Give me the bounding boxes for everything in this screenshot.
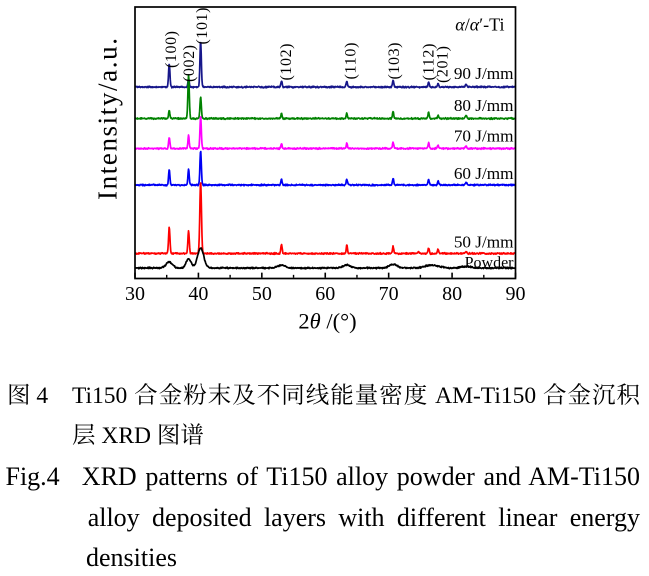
xrd-curve-90-j-mm (134, 41, 516, 89)
xrd-curve-80-j-mm (134, 73, 517, 121)
peak-label: (112) (420, 44, 437, 81)
series-label: 80 J/mm (454, 96, 514, 115)
series-label: 50 J/mm (454, 233, 514, 252)
x-tick-label: 80 (442, 283, 462, 305)
caption-english-line3: densities (86, 542, 177, 572)
caption-chinese-label: 图 4 (7, 376, 49, 410)
peak-label: (002) (181, 45, 198, 82)
xrd-curves (134, 41, 517, 270)
peak-label: (102) (278, 44, 295, 81)
peak-label: (103) (386, 43, 403, 80)
x-tick-label: 60 (315, 283, 335, 305)
x-tick-label: 30 (125, 283, 145, 305)
peak-label: (100) (163, 31, 180, 68)
caption-english-label: Fig.4 (5, 462, 60, 492)
series-label: 90 J/mm (454, 64, 514, 83)
plot-border (134, 6, 517, 280)
peak-label: (201) (434, 46, 451, 83)
x-tick-label: 40 (188, 283, 208, 305)
chart-labels: 30 40 50 60 70 80 90 2θ /(°) Intensity/a.u. α/α′-… (93, 8, 526, 334)
legend-alpha-ti: α/α′-Ti (455, 15, 504, 35)
x-tick-label: 70 (379, 283, 399, 305)
peak-label: (110) (342, 43, 359, 80)
caption-chinese-line1: Ti150 合金粉末及不同线能量密度 AM-Ti150 合金沉积 (72, 376, 640, 410)
caption-english-line1: XRD patterns of Ti150 alloy powder and A… (81, 462, 640, 492)
x-tick-label: 50 (252, 283, 272, 305)
caption-chinese-line2: 层 XRD 图谱 (72, 416, 204, 451)
xrd-curve-60-j-mm (134, 150, 517, 187)
chart-axes (134, 6, 517, 280)
series-label: 60 J/mm (454, 164, 514, 183)
xrd-curve-70-j-mm (134, 116, 516, 151)
x-axis-title: 2θ /(°) (298, 309, 356, 334)
y-axis-title: Intensity/a.u. (93, 38, 123, 200)
series-label: Powder (465, 255, 515, 272)
series-label: 70 J/mm (454, 127, 514, 146)
caption-english-line2: alloy deposited layers with different li… (87, 502, 640, 532)
xrd-curve-powder (134, 247, 517, 270)
x-tick-label: 90 (506, 283, 526, 305)
xrd-chart: 30 40 50 60 70 80 90 2θ /(°) Intensity/a.u. α/α′-… (93, 6, 526, 334)
peak-label: (101) (194, 8, 211, 45)
